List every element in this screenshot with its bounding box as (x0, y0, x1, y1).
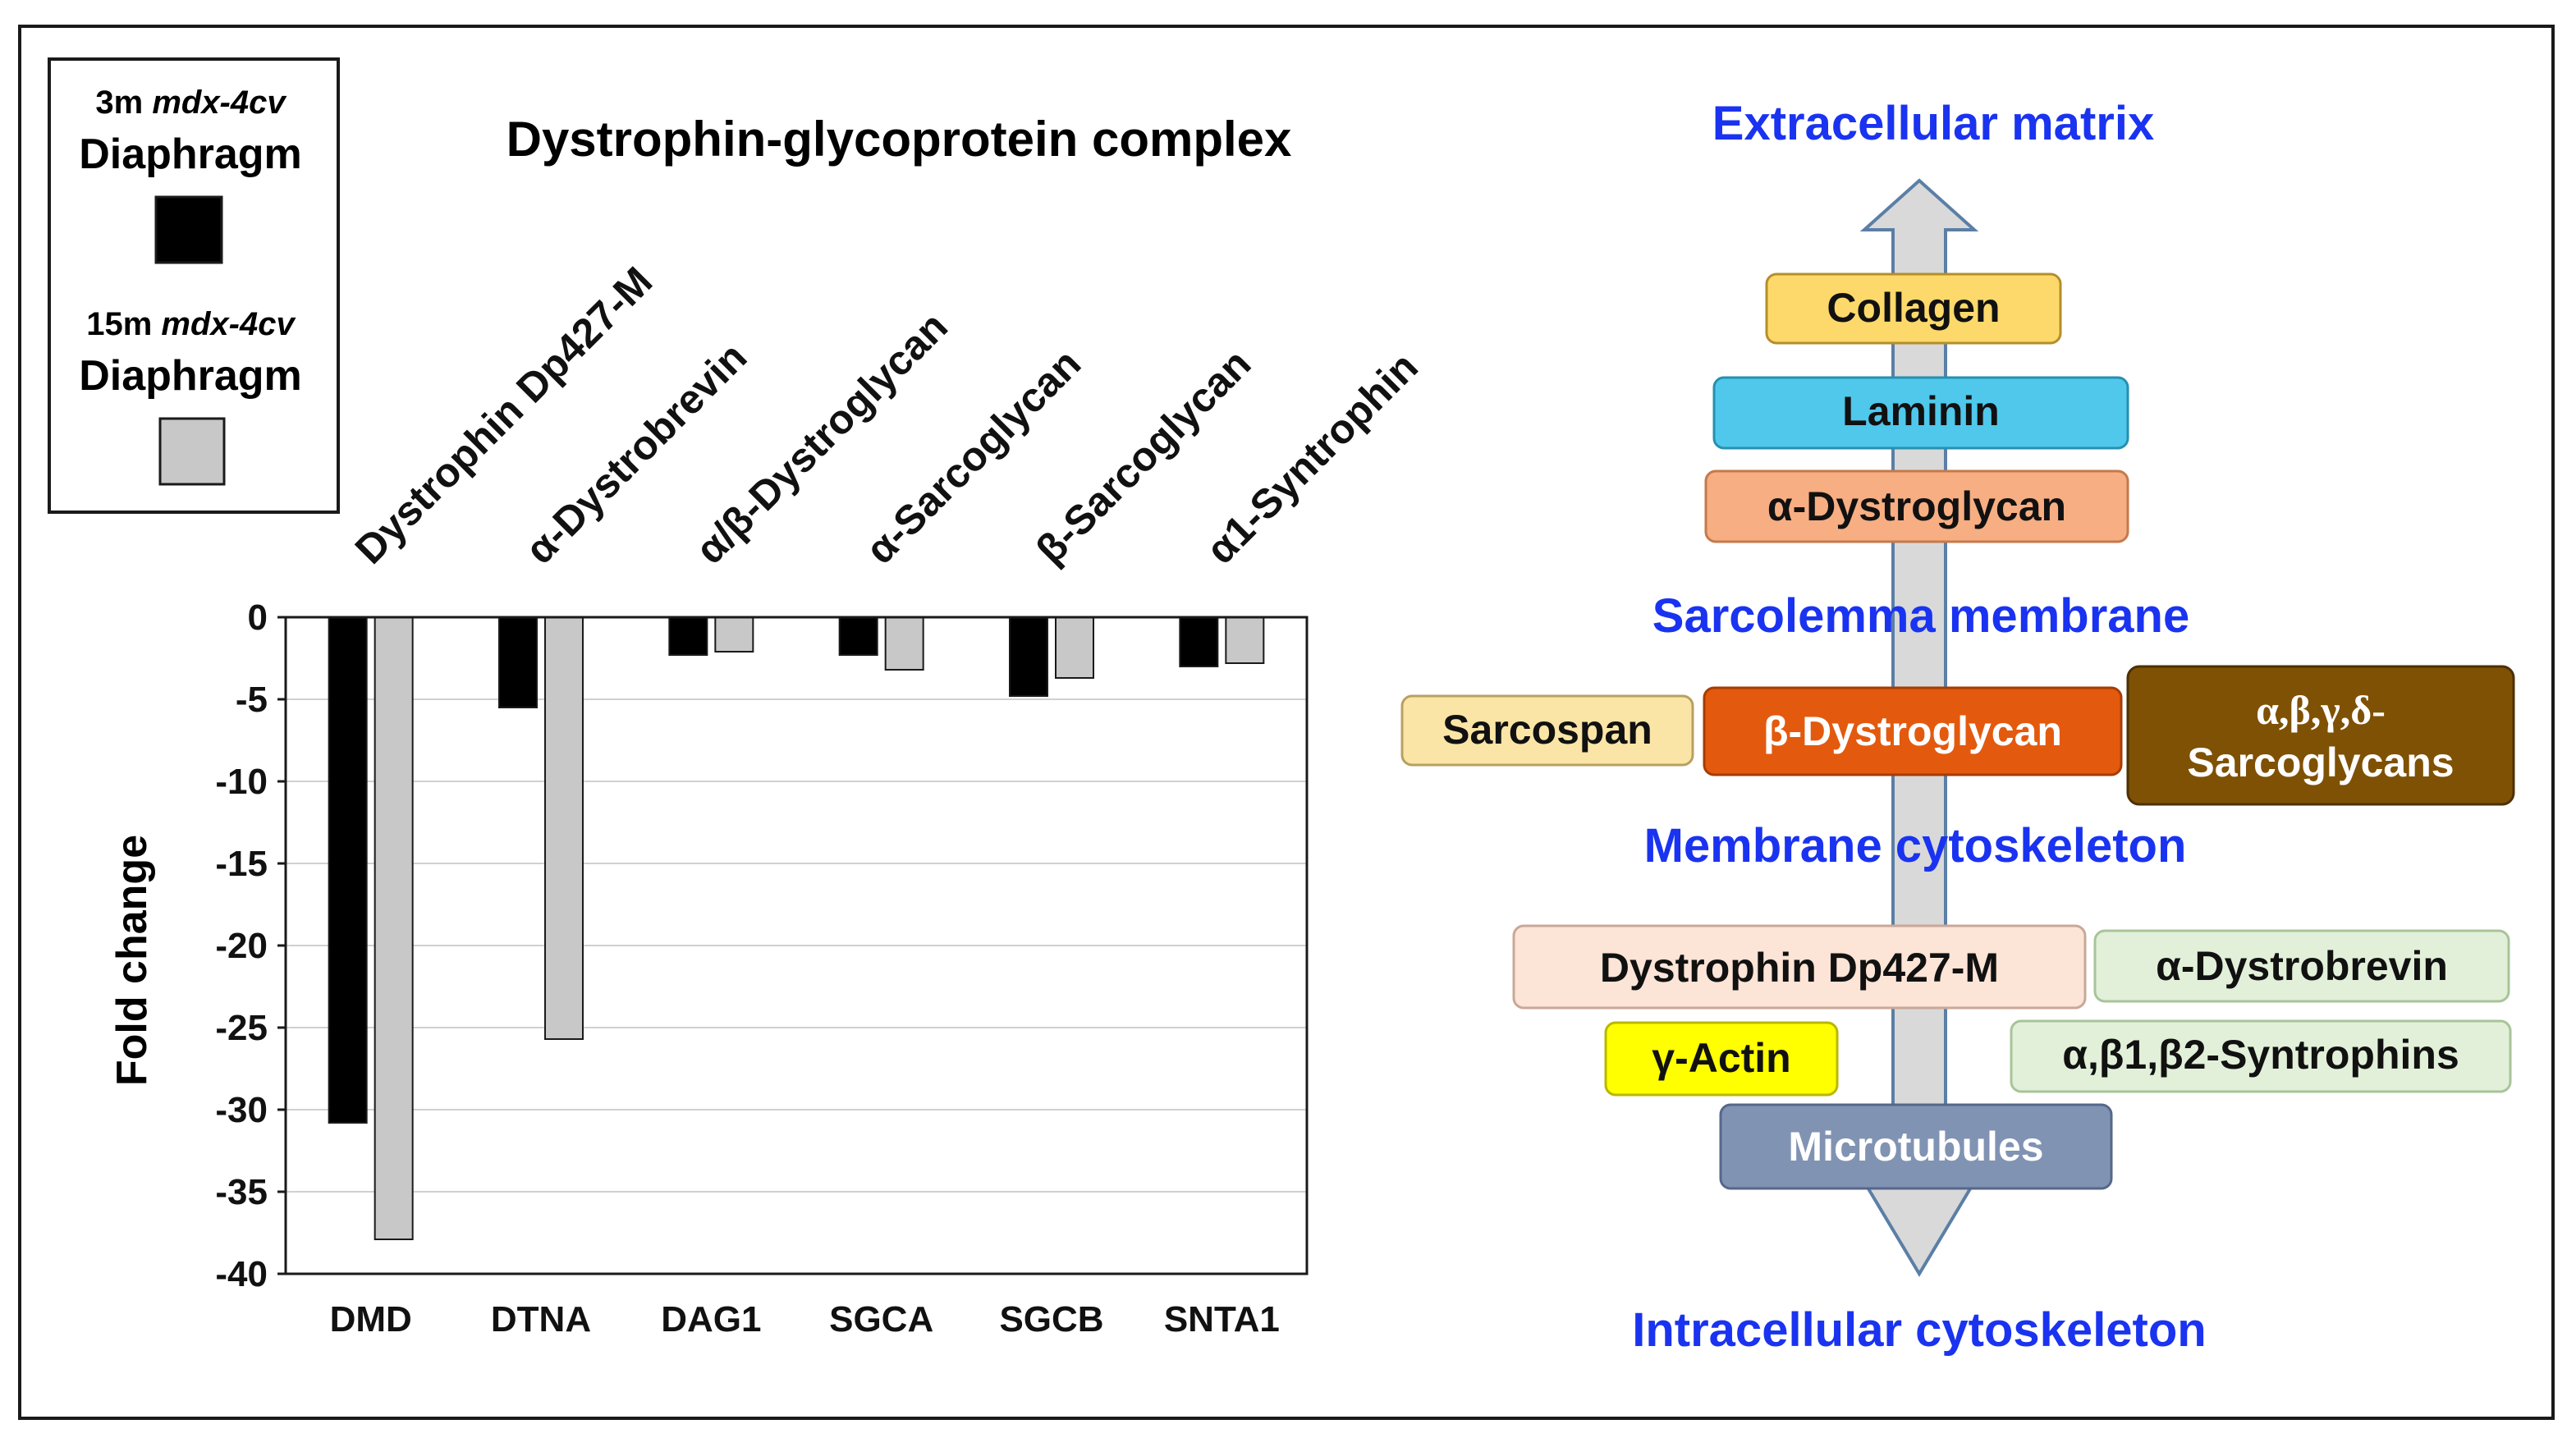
x-tick-label: SNTA1 (1164, 1299, 1280, 1339)
sarcoglycans-label-line2: Sarcoglycans (2187, 740, 2454, 785)
laminin-label: Laminin (1842, 388, 2000, 434)
figure-frame (18, 25, 2555, 1420)
sarcoglycans-label-line1: α,β,γ,δ- (2256, 687, 2386, 733)
syntrophins-box (2010, 1019, 2512, 1093)
bar-dmd-series1 (328, 616, 368, 1124)
microtubules-label: Microtubules (1788, 1124, 2043, 1170)
bar-dtna-series2 (544, 616, 584, 1040)
legend-swatch-15m (158, 417, 226, 486)
dystrobrevin-label: α-Dystrobrevin (2156, 943, 2448, 989)
label-extracellular-matrix: Extracellular matrix (1712, 97, 2154, 150)
x-tick-label: SGCA (829, 1299, 933, 1339)
sarcospan-label: Sarcospan (1442, 707, 1652, 753)
y-tick-label: -15 (215, 844, 268, 884)
y-axis-label: Fold change (108, 835, 156, 1086)
bar-sgcb-series1 (1009, 616, 1048, 697)
y-tick-label: -5 (236, 680, 268, 720)
legend-entry2-tissue: Diaphragm (79, 352, 302, 400)
dystrobrevin-box (2093, 929, 2510, 1003)
dystrophin-label: Dystrophin Dp427-M (1600, 945, 1999, 991)
bar-snta1-series2 (1225, 616, 1265, 664)
bar-dag1-series1 (668, 616, 708, 656)
y-tick-label: -10 (215, 762, 268, 802)
legend-entry1-tissue: Diaphragm (79, 131, 302, 178)
bar-dmd-series2 (374, 616, 414, 1240)
collagen-label: Collagen (1827, 285, 2000, 331)
microtubules-box (1719, 1103, 2113, 1190)
sarcoglycans-box (2126, 665, 2515, 806)
y-tick-label: -35 (215, 1172, 268, 1212)
beta-dystroglycan-label: β-Dystroglycan (1763, 708, 2062, 754)
legend-swatch-3m (154, 195, 223, 264)
label-intracellular-cytoskeleton: Intracellular cytoskeleton (1632, 1303, 2206, 1357)
alpha-dystroglycan-box (1704, 469, 2129, 543)
laminin-box (1712, 376, 2129, 450)
alpha-dystroglycan-label: α-Dystroglycan (1767, 483, 2066, 529)
dgc-diagram: Extracellular matrix Sarcolemma membrane… (1400, 97, 2515, 1357)
legend: 3m mdx-4cv Diaphragm 15m mdx-4cv Diaphra… (48, 57, 340, 514)
bar-chart: 0 -5 -10 -15 -20 -25 -30 -35 -40 DMD Dystrophin Dp… (215, 258, 1426, 1339)
sarcospan-box (1400, 694, 1694, 767)
x-tick-label: DTNA (491, 1299, 591, 1339)
collagen-box (1765, 272, 2062, 345)
label-sarcolemma-membrane: Sarcolemma membrane (1652, 589, 2189, 643)
label-membrane-cytoskeleton: Membrane cytoskeleton (1644, 819, 2187, 872)
gamma-actin-label: γ-Actin (1652, 1035, 1790, 1081)
plot-border (284, 616, 1309, 1275)
bar-sgca-series1 (838, 616, 878, 656)
bar-snta1-series1 (1179, 616, 1219, 667)
legend-entry2-age: 15m mdx-4cv (86, 306, 296, 342)
syntrophins-label: α,β1,β2-Syntrophins (2062, 1032, 2459, 1078)
x-tick-label: DMD (330, 1299, 412, 1339)
x-tick-label: DAG1 (661, 1299, 761, 1339)
bar-sgca-series2 (884, 616, 924, 671)
beta-dystroglycan-box (1703, 686, 2123, 776)
y-tick-label: -25 (215, 1008, 268, 1048)
chart-title: Dystrophin-glycoprotein complex (506, 112, 1292, 167)
y-tick-label: -20 (215, 926, 268, 966)
y-tick-label: -30 (215, 1090, 268, 1130)
bar-sgcb-series2 (1055, 616, 1094, 679)
dystrophin-box (1512, 924, 2087, 1010)
gamma-actin-box (1604, 1021, 1839, 1097)
x-tick-label: SGCB (999, 1299, 1103, 1339)
bar-dtna-series1 (498, 616, 538, 708)
legend-entry1-age: 3m mdx-4cv (95, 85, 287, 121)
bar-dag1-series2 (714, 616, 754, 653)
protein-label: Dystrophin Dp427-M (346, 258, 661, 572)
y-tick-label: -40 (215, 1254, 268, 1294)
y-tick-label: 0 (248, 598, 268, 638)
